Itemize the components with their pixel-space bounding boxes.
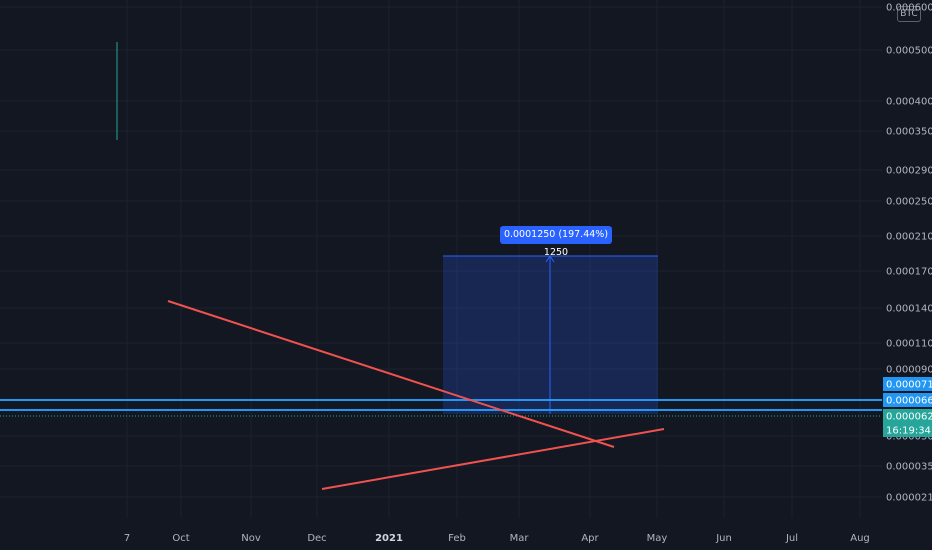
price-tag-last-bg [883,409,932,423]
horizontal-lines[interactable] [0,399,882,417]
support-trendline[interactable] [321,428,665,490]
x-tick-label: Feb [448,533,466,544]
measure-arrow-head [545,255,555,263]
y-tick-label: 0.0000210 [886,493,932,504]
x-tick-label: 2021 [375,533,403,544]
x-tick-label: Aug [850,533,870,544]
measure-label: 0.0001250 (197.44%) 1250 [500,226,612,258]
price-tags: 0.0000717 0.0000665 0.0000624 16:19:34 [883,377,932,437]
price-tag-level-0: 0.0000717 [886,380,932,391]
countdown-tag-bg [883,423,932,437]
price-tag-level-0-bg [883,377,932,391]
candles [116,42,118,140]
x-tick-label: Oct [172,533,189,544]
grid [0,0,882,518]
x-tick-label: Apr [581,533,599,544]
currency-badge[interactable]: BTC [897,6,921,22]
measure-tool[interactable] [443,255,658,414]
price-tag-last: 0.0000624 [886,412,932,423]
x-tick-label: Jun [715,533,732,544]
x-tick-label: 7 [124,533,130,544]
resistance-trendline[interactable] [167,300,615,448]
price-tag-level-1-bg [883,393,932,407]
x-tick-label: Nov [241,533,261,544]
x-tick-label: Mar [510,533,530,544]
time-axis[interactable]: 7 Oct Nov Dec 2021 Feb Mar Apr May Jun Jul Aug [124,533,870,544]
countdown-tag: 16:19:34 [886,426,931,437]
x-tick-label: Jul [785,533,798,544]
x-tick-label: Dec [307,533,326,544]
x-tick-label: May [647,533,668,544]
trend-lines[interactable] [167,300,665,490]
price-tag-level-1: 0.0000665 [886,396,932,407]
